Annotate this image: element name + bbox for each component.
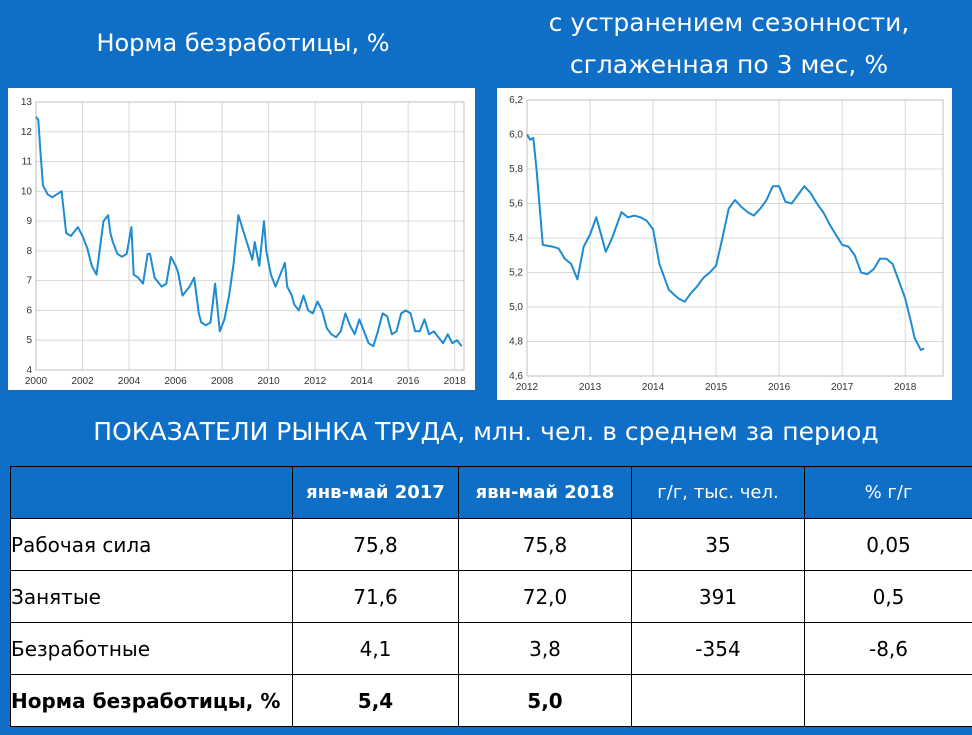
plot-frame <box>526 99 944 377</box>
table-row: Норма безработицы, % 5,4 5,0 <box>10 674 972 727</box>
y-tick-label: 10 <box>21 186 33 197</box>
header-yoy-abs: г/г, тыс. чел. <box>631 466 805 519</box>
y-tick-label: 6,2 <box>509 95 523 106</box>
y-tick-label: 5,2 <box>509 268 523 279</box>
x-tick-label: 2012 <box>516 382 539 393</box>
x-tick-label: 2010 <box>257 376 280 387</box>
left-chart-title: Норма безработицы, % <box>96 29 390 57</box>
x-tick-label: 2018 <box>894 382 917 393</box>
y-tick-label: 6 <box>26 305 32 316</box>
x-tick-label: 2006 <box>164 376 187 387</box>
row-label: Рабочая сила <box>10 518 293 571</box>
x-tick-label: 2018 <box>444 376 467 387</box>
seasonally-adjusted-chart: 4,6 4,8 5,0 5,2 5,4 5,6 5,8 6,0 6,2 2012 2013 2014 2… <box>509 95 944 393</box>
value-2017: 4,1 <box>292 622 459 675</box>
table-row: Рабочая сила 75,8 75,8 35 0,05 <box>10 518 972 571</box>
value-yoy-pct: -8,6 <box>804 622 972 675</box>
right-chart-title-line2: сглаженная по 3 мес, % <box>569 50 889 79</box>
y-tick-label: 7 <box>26 276 32 287</box>
y-tick-label: 5,8 <box>509 164 523 175</box>
value-2018: 5,0 <box>458 674 632 727</box>
header-2018: явн-май 2018 <box>458 466 632 519</box>
y-tick-label: 8 <box>26 246 32 257</box>
x-tick-label: 2012 <box>304 376 327 387</box>
left-chart-panel: 4 5 6 7 8 9 10 11 12 13 2000 2002 2004 2006 2008 2010 20… <box>8 88 475 390</box>
y-tick-label: 13 <box>21 97 33 108</box>
x-tick-label: 2013 <box>579 382 602 393</box>
x-tick-label: 2002 <box>71 376 94 387</box>
value-yoy-abs <box>631 674 805 727</box>
value-yoy-abs: 391 <box>631 570 805 623</box>
y-tick-label: 5,4 <box>509 233 523 244</box>
right-chart-title: с устранением сезонности, сглаженная по … <box>486 2 972 86</box>
row-label: Безработные <box>10 622 293 675</box>
series-line <box>35 116 463 348</box>
header-2017: янв-май 2017 <box>292 466 459 519</box>
value-yoy-abs: -354 <box>631 622 805 675</box>
table-row: Безработные 4,1 3,8 -354 -8,6 <box>10 622 972 675</box>
x-tick-label: 2014 <box>642 382 665 393</box>
header-yoy-pct: % г/г <box>804 466 972 519</box>
y-tick-label: 4 <box>26 365 32 376</box>
table-header-row: янв-май 2017 явн-май 2018 г/г, тыс. чел.… <box>10 466 972 519</box>
x-tick-label: 2016 <box>768 382 791 393</box>
y-tick-label: 5,0 <box>509 302 523 313</box>
value-yoy-pct: 0,5 <box>804 570 972 623</box>
right-chart-title-line1: с устранением сезонности, <box>548 8 910 37</box>
x-tick-label: 2000 <box>25 376 48 387</box>
value-2018: 75,8 <box>458 518 632 571</box>
labor-market-table-title: ПОКАЗАТЕЛИ РЫНКА ТРУДА, млн. чел. в сред… <box>93 417 879 446</box>
series-line <box>526 133 925 352</box>
unemployment-rate-chart: 4 5 6 7 8 9 10 11 12 13 2000 2002 2004 2006 2008 2010 20… <box>21 97 467 387</box>
y-tick-label: 5,6 <box>509 199 523 210</box>
value-2018: 72,0 <box>458 570 632 623</box>
plot-frame <box>35 101 465 371</box>
x-tick-label: 2016 <box>397 376 420 387</box>
x-tick-label: 2015 <box>705 382 728 393</box>
value-yoy-pct: 0,05 <box>804 518 972 571</box>
y-tick-label: 12 <box>21 127 33 138</box>
header-empty <box>10 466 293 519</box>
x-tick-label: 2017 <box>831 382 854 393</box>
x-tick-label: 2004 <box>118 376 141 387</box>
x-tick-label: 2014 <box>351 376 374 387</box>
value-2018: 3,8 <box>458 622 632 675</box>
value-yoy-abs: 35 <box>631 518 805 571</box>
value-2017: 71,6 <box>292 570 459 623</box>
row-label: Занятые <box>10 570 293 623</box>
y-tick-label: 6,0 <box>509 130 523 141</box>
labor-market-table: янв-май 2017 явн-май 2018 г/г, тыс. чел.… <box>10 466 972 727</box>
y-tick-label: 4,8 <box>509 337 523 348</box>
x-tick-label: 2008 <box>211 376 234 387</box>
y-tick-label: 9 <box>26 216 32 227</box>
row-label: Норма безработицы, % <box>10 674 293 727</box>
value-2017: 75,8 <box>292 518 459 571</box>
y-tick-label: 4,6 <box>509 371 523 382</box>
table-row: Занятые 71,6 72,0 391 0,5 <box>10 570 972 623</box>
y-tick-label: 5 <box>26 335 32 346</box>
right-chart-panel: 4,6 4,8 5,0 5,2 5,4 5,6 5,8 6,0 6,2 2012 2013 2014 2… <box>497 88 952 400</box>
y-tick-label: 11 <box>22 157 33 168</box>
value-2017: 5,4 <box>292 674 459 727</box>
value-yoy-pct <box>804 674 972 727</box>
